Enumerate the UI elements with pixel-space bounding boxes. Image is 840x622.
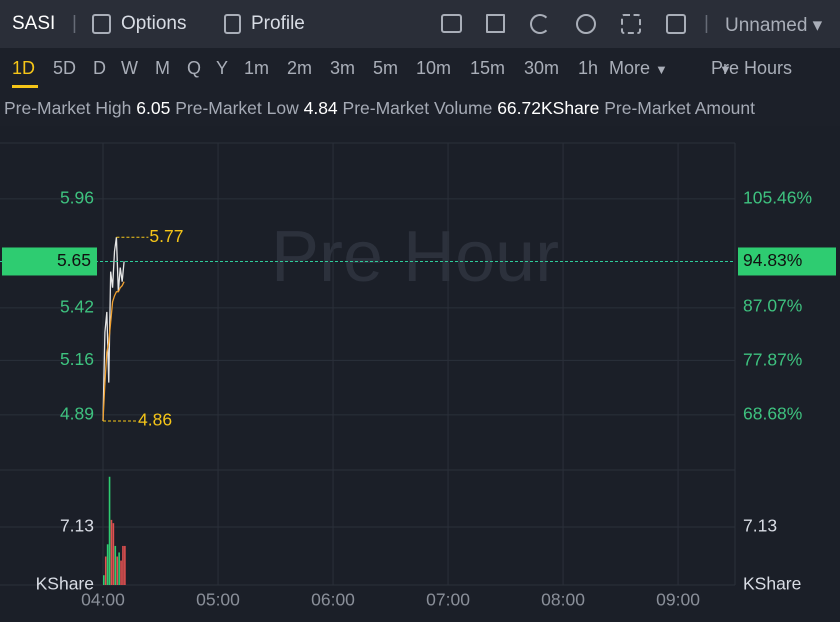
session-caret: ▼	[719, 62, 732, 77]
timeframe-bar: 1D 5D D W M Q Y 1m 2m 3m 5m 10m 15m 30m 1h More ▼ Pre Hou…	[0, 48, 840, 90]
volume-unit: KShare	[743, 574, 801, 594]
volume-bar	[120, 560, 122, 585]
volume-bar	[103, 575, 105, 585]
timeframe[interactable]: 1D	[12, 58, 36, 78]
volume-bar	[108, 476, 111, 585]
layout-select[interactable]: Unnamed ▾	[725, 15, 823, 36]
stat-label: Pre-Market Volume	[342, 98, 493, 118]
y2-tick-label: 87.07%	[743, 296, 802, 316]
volume-tick-label: 7.13	[60, 516, 94, 536]
layout-name: Unnamed	[725, 15, 808, 36]
profile-button[interactable]: Profile	[251, 13, 305, 34]
stat-value: 4.84	[303, 98, 338, 118]
timeframe[interactable]: 5D	[53, 58, 77, 78]
volume-bar	[116, 556, 119, 585]
timeframe[interactable]: D	[93, 58, 106, 78]
top-bar: SASI | Options Profile | Unnamed ▾	[0, 0, 840, 48]
y-tick-label: 5.42	[60, 297, 94, 317]
volume-unit: KShare	[36, 574, 94, 594]
timeframe[interactable]: 1m	[244, 58, 270, 78]
separator: |	[72, 13, 77, 34]
volume-tick-label: 7.13	[743, 516, 777, 536]
timeframe[interactable]: 30m	[524, 58, 560, 78]
y-tick-label: 4.89	[60, 404, 94, 424]
volume-bar	[124, 545, 126, 585]
timeframe[interactable]: M	[155, 58, 170, 78]
timeframe[interactable]: 10m	[416, 58, 452, 78]
x-tick-label: 04:00	[81, 590, 125, 610]
separator: |	[704, 13, 709, 34]
last-pct-badge	[738, 247, 836, 276]
timeframe[interactable]: Y	[216, 58, 229, 78]
volume-bar	[112, 523, 115, 585]
last-price: 5.65	[57, 250, 91, 270]
profile-icon[interactable]	[224, 14, 241, 34]
refresh-icon[interactable]	[530, 14, 550, 34]
y2-tick-label: 105.46%	[743, 188, 812, 208]
volume-bar	[118, 552, 120, 585]
more-caret[interactable]: ▼	[655, 62, 668, 77]
chart-bg	[0, 126, 840, 622]
ticker[interactable]: SASI	[12, 13, 56, 34]
session-name: Pre Hours	[711, 58, 793, 78]
fullscreen-icon[interactable]	[621, 14, 641, 34]
timeframe[interactable]: 2m	[287, 58, 313, 78]
stat-label: Pre-Market High	[4, 98, 132, 118]
timeframe[interactable]: More	[609, 58, 651, 78]
last-pct: 94.83%	[743, 250, 802, 270]
y2-tick-label: 68.68%	[743, 404, 802, 424]
high-label: 5.77	[149, 226, 183, 246]
options-button[interactable]: Options	[121, 13, 187, 34]
timeframe[interactable]: 1h	[578, 58, 599, 78]
timeframe[interactable]: W	[121, 58, 138, 78]
last-price-badge	[2, 247, 97, 276]
y-tick-label: 5.96	[60, 188, 94, 208]
x-tick-label: 07:00	[426, 590, 470, 610]
timeframe[interactable]: Q	[187, 58, 202, 78]
timeframe[interactable]: 3m	[330, 58, 356, 78]
session-select[interactable]: Pre Hours ▼	[711, 58, 792, 79]
x-tick-label: 09:00	[656, 590, 700, 610]
active-underline	[12, 85, 38, 88]
chart: Pre Hour 5.96 5.42 5.16 4.89 105.46% 87.07% 77…	[0, 126, 840, 622]
volume-bar	[104, 556, 107, 585]
x-tick-label: 06:00	[311, 590, 355, 610]
y-tick-label: 5.16	[60, 349, 94, 369]
watermark: Pre Hour	[271, 217, 559, 297]
low-label: 4.86	[138, 410, 172, 430]
volume-bar	[122, 545, 124, 585]
chart-icon[interactable]	[441, 14, 462, 33]
volume-bar	[110, 519, 113, 585]
timeframe[interactable]: 5m	[373, 58, 399, 78]
draw-icon[interactable]	[486, 14, 505, 33]
stat-label: Pre-Market Amount	[604, 98, 755, 118]
price-line	[102, 281, 125, 421]
options-icon[interactable]	[92, 14, 111, 34]
stat-value: 66.72KShare	[497, 98, 600, 118]
x-tick-label: 08:00	[541, 590, 585, 610]
stat-label: Pre-Market Low	[175, 98, 299, 118]
settings-icon[interactable]	[576, 14, 596, 34]
stats-row: Pre-Market High 6.05 Pre-Market Low 4.84…	[4, 98, 755, 119]
timeframe[interactable]: 15m	[470, 58, 506, 78]
volume-bar	[114, 545, 117, 585]
stat-value: 6.05	[136, 98, 171, 118]
layout-icon[interactable]	[666, 14, 686, 34]
volume-bar	[106, 544, 109, 585]
price-line	[102, 237, 125, 421]
x-tick-label: 05:00	[196, 590, 240, 610]
y2-tick-label: 77.87%	[743, 350, 802, 370]
